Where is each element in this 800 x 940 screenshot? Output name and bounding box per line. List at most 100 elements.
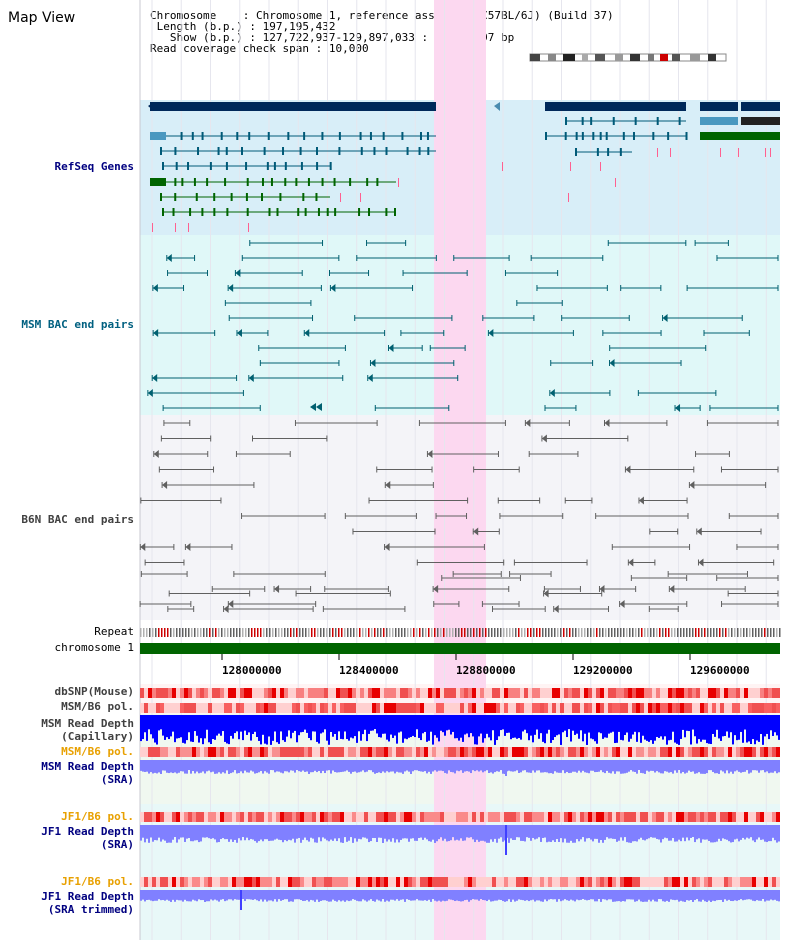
depth-bar <box>204 890 206 902</box>
heat-cell <box>536 747 540 757</box>
heat-cell <box>604 688 608 698</box>
depth-bar <box>340 760 342 773</box>
track-label-msm-depth-cap[interactable]: MSM Read Depth <box>41 717 134 730</box>
heat-cell <box>168 877 172 887</box>
repeat-mark <box>194 628 196 637</box>
depth-bar <box>738 825 740 842</box>
heat-cell <box>524 877 528 887</box>
heat-cell <box>192 688 196 698</box>
depth-bar <box>406 825 408 839</box>
depth-bar <box>288 760 290 773</box>
depth-bar <box>458 890 460 902</box>
depth-bar <box>144 825 146 843</box>
depth-bar <box>518 715 520 739</box>
depth-bar <box>328 760 330 771</box>
heat-cell <box>720 877 724 887</box>
depth-bar <box>606 760 608 771</box>
heat-cell <box>292 703 296 713</box>
track-label-msm-pol-2[interactable]: MSM/B6 pol. <box>61 745 134 758</box>
depth-bar <box>468 760 470 772</box>
track-label-dbsnp[interactable]: dbSNP(Mouse) <box>54 685 134 698</box>
depth-bar <box>288 890 290 902</box>
heat-cell <box>156 747 160 757</box>
depth-bar <box>212 890 214 901</box>
heat-cell <box>276 688 280 698</box>
depth-bar <box>446 825 448 842</box>
track-label-msm-bac[interactable]: MSM BAC end pairs <box>21 318 134 331</box>
repeat-mark <box>659 628 661 637</box>
depth-bar <box>648 760 650 772</box>
depth-bar <box>500 760 502 771</box>
depth-bar <box>648 825 650 839</box>
depth-bar <box>582 715 584 742</box>
heat-cell <box>532 688 536 698</box>
depth-bar <box>604 760 606 774</box>
gene-exon <box>206 178 209 186</box>
heat-cell <box>452 747 456 757</box>
depth-bar <box>736 825 738 839</box>
heat-cell <box>428 877 432 887</box>
depth-bar <box>166 760 168 773</box>
depth-bar <box>286 760 288 772</box>
track-label-refseq[interactable]: RefSeq Genes <box>54 160 134 173</box>
depth-bar <box>348 715 350 741</box>
depth-bar <box>654 890 656 902</box>
depth-bar <box>494 715 496 745</box>
depth-bar <box>680 825 682 842</box>
depth-bar <box>464 715 466 735</box>
heat-cell <box>316 703 320 713</box>
depth-bar <box>168 715 170 740</box>
depth-bar <box>298 715 300 736</box>
repeat-mark <box>746 628 748 637</box>
depth-bar <box>484 890 486 901</box>
track-label-jf1-depth-trim[interactable]: JF1 Read Depth <box>41 890 134 903</box>
depth-bar <box>282 825 284 843</box>
depth-bar <box>318 760 320 772</box>
repeat-mark <box>356 628 358 637</box>
depth-bar <box>508 890 510 900</box>
heat-cell <box>504 688 508 698</box>
depth-bar <box>470 760 472 774</box>
track-label-jf1-depth-sra[interactable]: JF1 Read Depth <box>41 825 134 838</box>
heat-cell <box>612 703 616 713</box>
depth-bar <box>460 890 462 902</box>
depth-bar <box>642 890 644 902</box>
heat-cell <box>332 688 336 698</box>
depth-bar <box>332 715 334 737</box>
track-label-jf1-pol-2[interactable]: JF1/B6 pol. <box>61 875 134 888</box>
repeat-mark <box>656 628 658 637</box>
gene-exon <box>241 147 244 155</box>
depth-bar <box>430 825 432 842</box>
track-label-msm-depth-sra[interactable]: MSM Read Depth <box>41 760 134 773</box>
repeat-mark <box>566 628 568 637</box>
heat-cell <box>504 703 508 713</box>
bac-arrow <box>628 558 634 567</box>
depth-bar <box>726 890 728 901</box>
bac-arrow <box>147 389 153 397</box>
gene-exon <box>282 147 285 155</box>
heat-cell <box>284 877 288 887</box>
track-label-msm-pol-1[interactable]: MSM/B6 pol. <box>61 700 134 713</box>
depth-bar <box>446 890 448 901</box>
track-label-b6n-bac[interactable]: B6N BAC end pairs <box>21 513 134 526</box>
depth-bar <box>540 760 542 773</box>
axis-tick: 129600000 <box>690 664 750 677</box>
depth-bar <box>434 715 436 736</box>
heat-cell <box>156 688 160 698</box>
heat-cell <box>168 703 172 713</box>
track-label-jf1-pol-1[interactable]: JF1/B6 pol. <box>61 810 134 823</box>
heat-cell <box>500 703 504 713</box>
depth-bar <box>520 825 522 841</box>
depth-bar <box>258 825 260 842</box>
depth-bar <box>582 825 584 838</box>
track-label-repeat[interactable]: Repeat <box>94 625 134 638</box>
heat-cell <box>728 747 732 757</box>
heat-cell <box>768 688 772 698</box>
track-label-chromosome[interactable]: chromosome 1 <box>54 641 134 654</box>
depth-bar <box>348 890 350 902</box>
heat-cell <box>192 812 196 822</box>
depth-bar <box>336 760 338 773</box>
depth-bar <box>436 760 438 772</box>
depth-bar <box>634 760 636 772</box>
